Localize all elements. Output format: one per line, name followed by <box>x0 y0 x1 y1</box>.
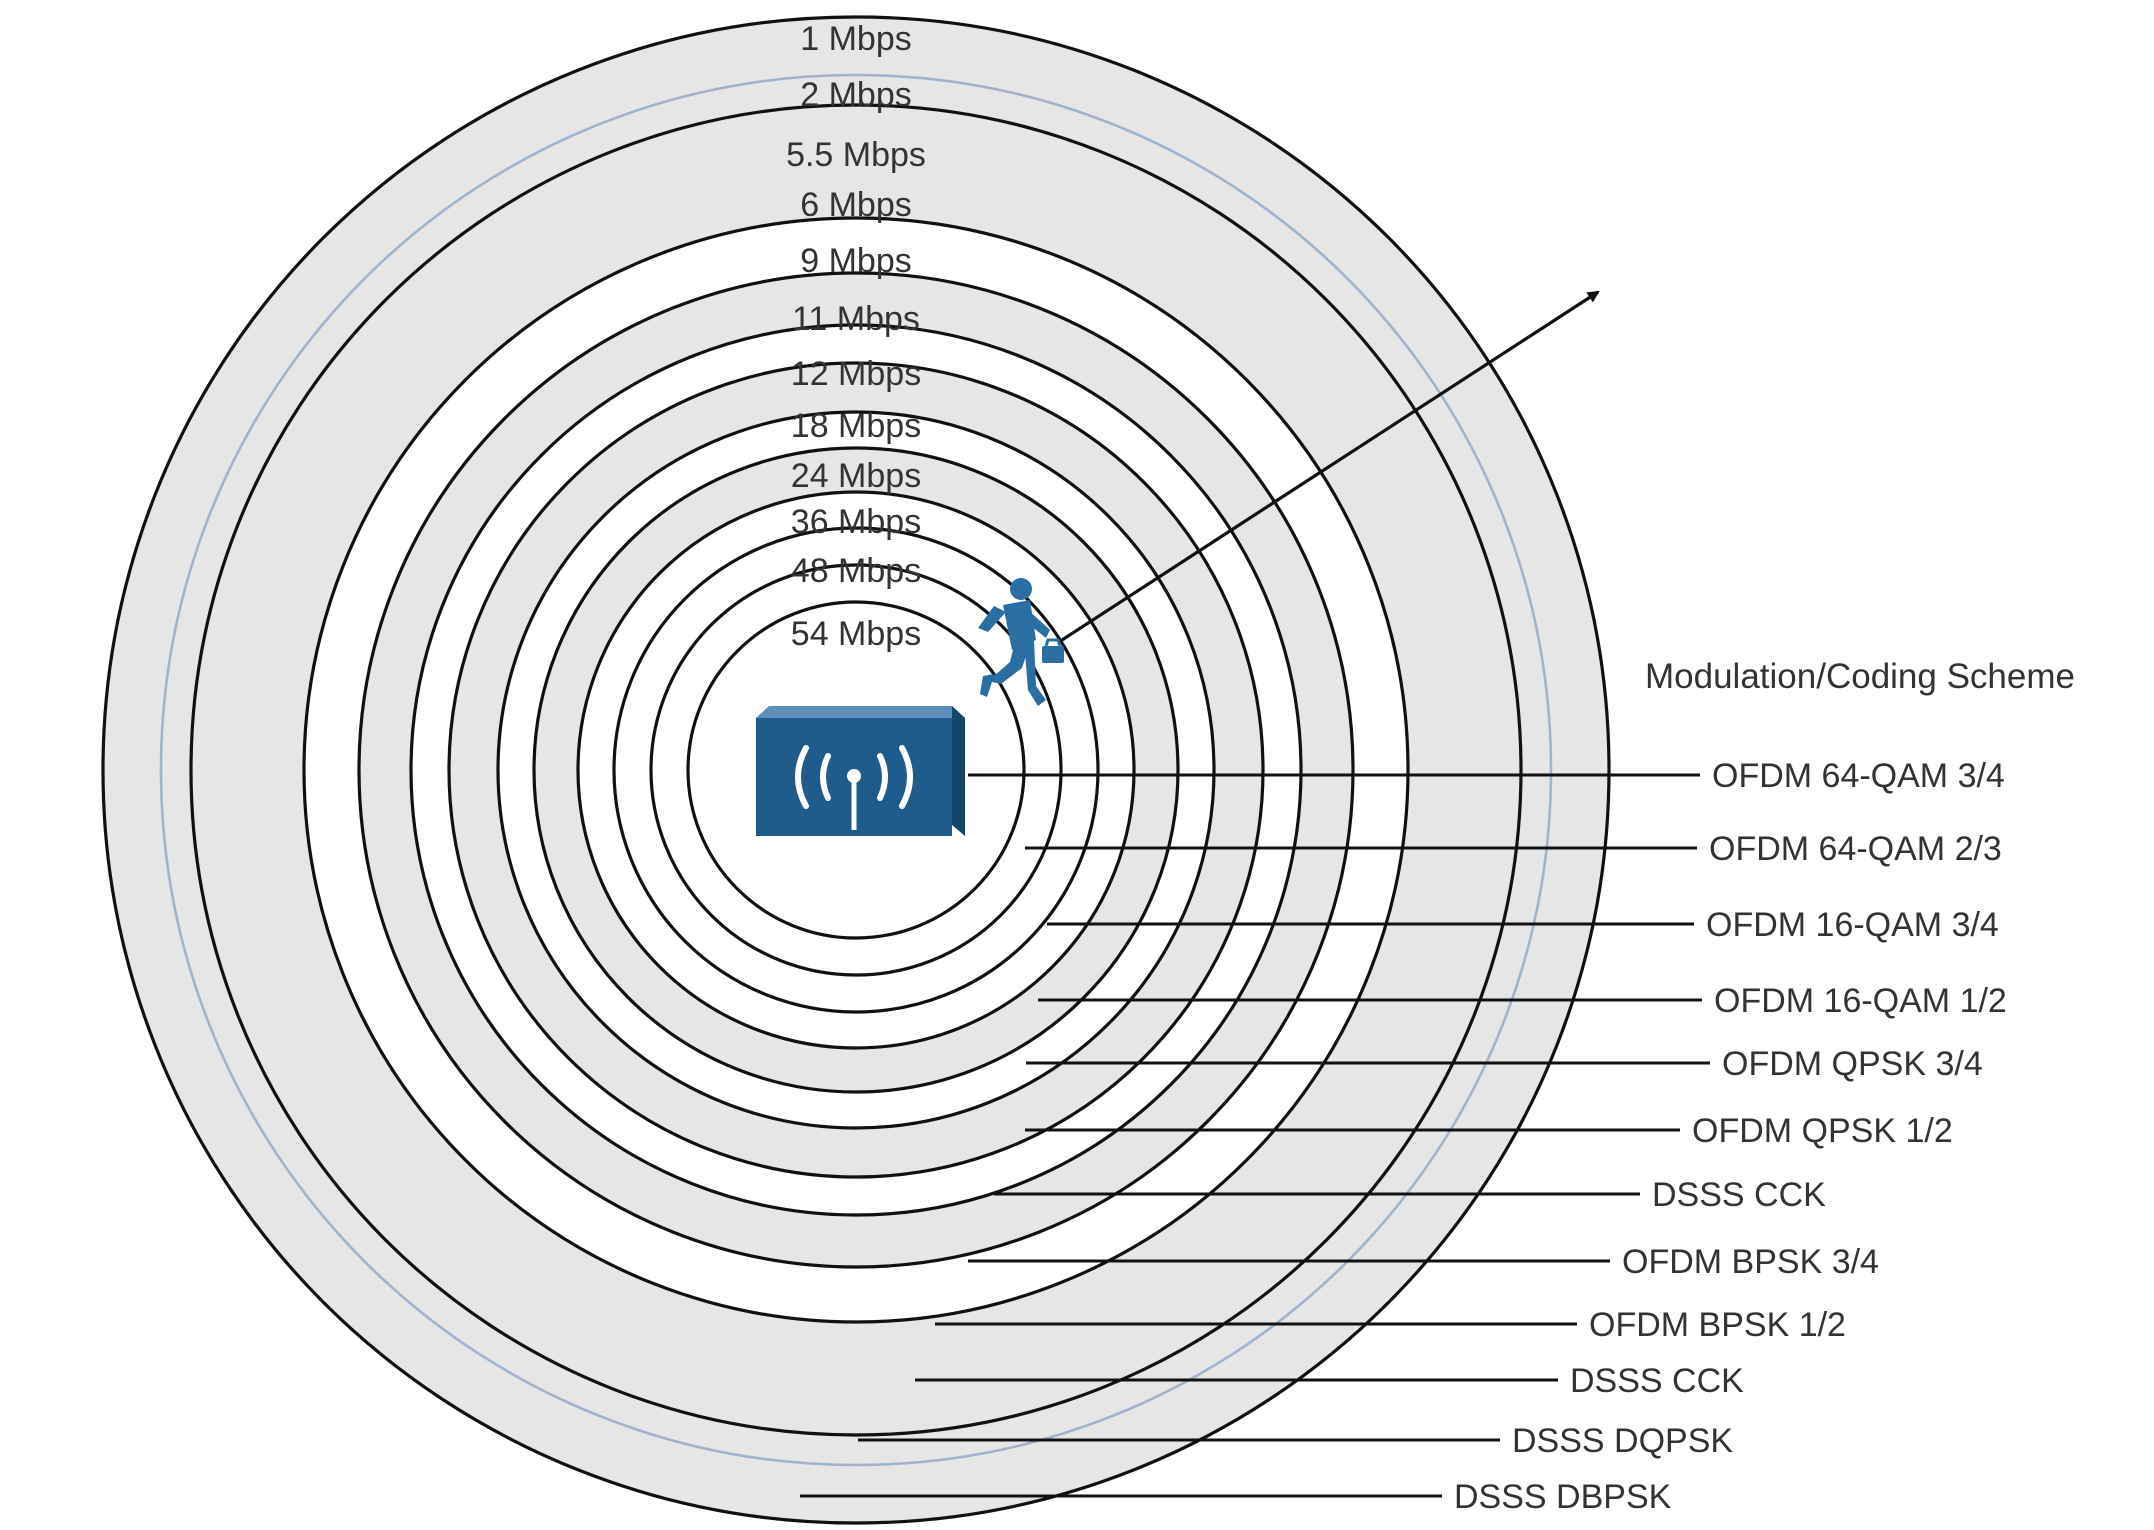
modulation-scheme-label: DSSS DQPSK <box>1512 1422 1733 1460</box>
data-rate-label: 2 Mbps <box>800 76 912 114</box>
blue-ring-line <box>159 73 1553 1467</box>
data-rate-label: 18 Mbps <box>791 407 921 445</box>
rate-labels: 54 Mbps 48 Mbps 36 Mbps 24 Mbps 18 Mbps 12 Mb… <box>786 20 926 653</box>
data-rate-label: 1 Mbps <box>800 20 912 58</box>
data-rate-label: 12 Mbps <box>791 355 921 393</box>
ring-boundary <box>302 216 1410 1324</box>
modulation-scheme-label: DSSS CCK <box>1570 1362 1744 1400</box>
modulation-scheme-label: DSSS DBPSK <box>1454 1478 1672 1516</box>
ring-boundary <box>409 323 1303 1217</box>
ring-boundary <box>532 446 1180 1094</box>
ring-boundary <box>447 361 1265 1179</box>
ring-boundary <box>686 600 1026 940</box>
ring-boundary <box>649 563 1063 977</box>
ring-boundary <box>101 15 1611 1525</box>
modulation-scheme-label: OFDM 16-QAM 3/4 <box>1706 906 1999 944</box>
modulation-scheme-label: OFDM QPSK 3/4 <box>1722 1045 1983 1083</box>
data-rate-label: 6 Mbps <box>800 186 912 224</box>
modulation-scheme-label: DSSS CCK <box>1652 1176 1826 1214</box>
arrow-icon <box>1061 290 1600 642</box>
legend-title: Modulation/Coding Scheme <box>1645 657 2075 696</box>
modulation-scheme-label: OFDM 64-QAM 3/4 <box>1712 757 2005 795</box>
ring-lines <box>101 15 1611 1525</box>
data-rate-label: 54 Mbps <box>791 615 921 653</box>
wireless-access-point-icon <box>756 706 965 836</box>
ring-boundary <box>189 103 1523 1437</box>
ring-boundary <box>612 526 1100 1014</box>
leader-lines <box>800 773 1710 1498</box>
data-rate-label: 9 Mbps <box>800 242 912 280</box>
data-rate-label: 36 Mbps <box>791 503 921 541</box>
ring-boundary <box>496 410 1216 1130</box>
data-rate-label: 5.5 Mbps <box>786 136 926 174</box>
data-rate-label: 24 Mbps <box>791 457 921 495</box>
modulation-labels: OFDM 64-QAM 3/4 OFDM 64-QAM 2/3 OFDM 16-QA… <box>1454 757 2007 1516</box>
ring-boundary <box>357 271 1355 1269</box>
modulation-scheme-label: OFDM BPSK 3/4 <box>1622 1243 1879 1281</box>
modulation-scheme-label: OFDM 64-QAM 2/3 <box>1709 830 2002 868</box>
running-person-with-briefcase-icon <box>978 578 1064 706</box>
data-rate-label: 11 Mbps <box>792 300 920 338</box>
modulation-scheme-label: OFDM BPSK 1/2 <box>1589 1306 1846 1344</box>
ring-boundary <box>576 490 1136 1050</box>
data-rate-label: 48 Mbps <box>791 552 921 590</box>
modulation-scheme-label: OFDM QPSK 1/2 <box>1692 1112 1953 1150</box>
modulation-scheme-label: OFDM 16-QAM 1/2 <box>1714 982 2007 1020</box>
